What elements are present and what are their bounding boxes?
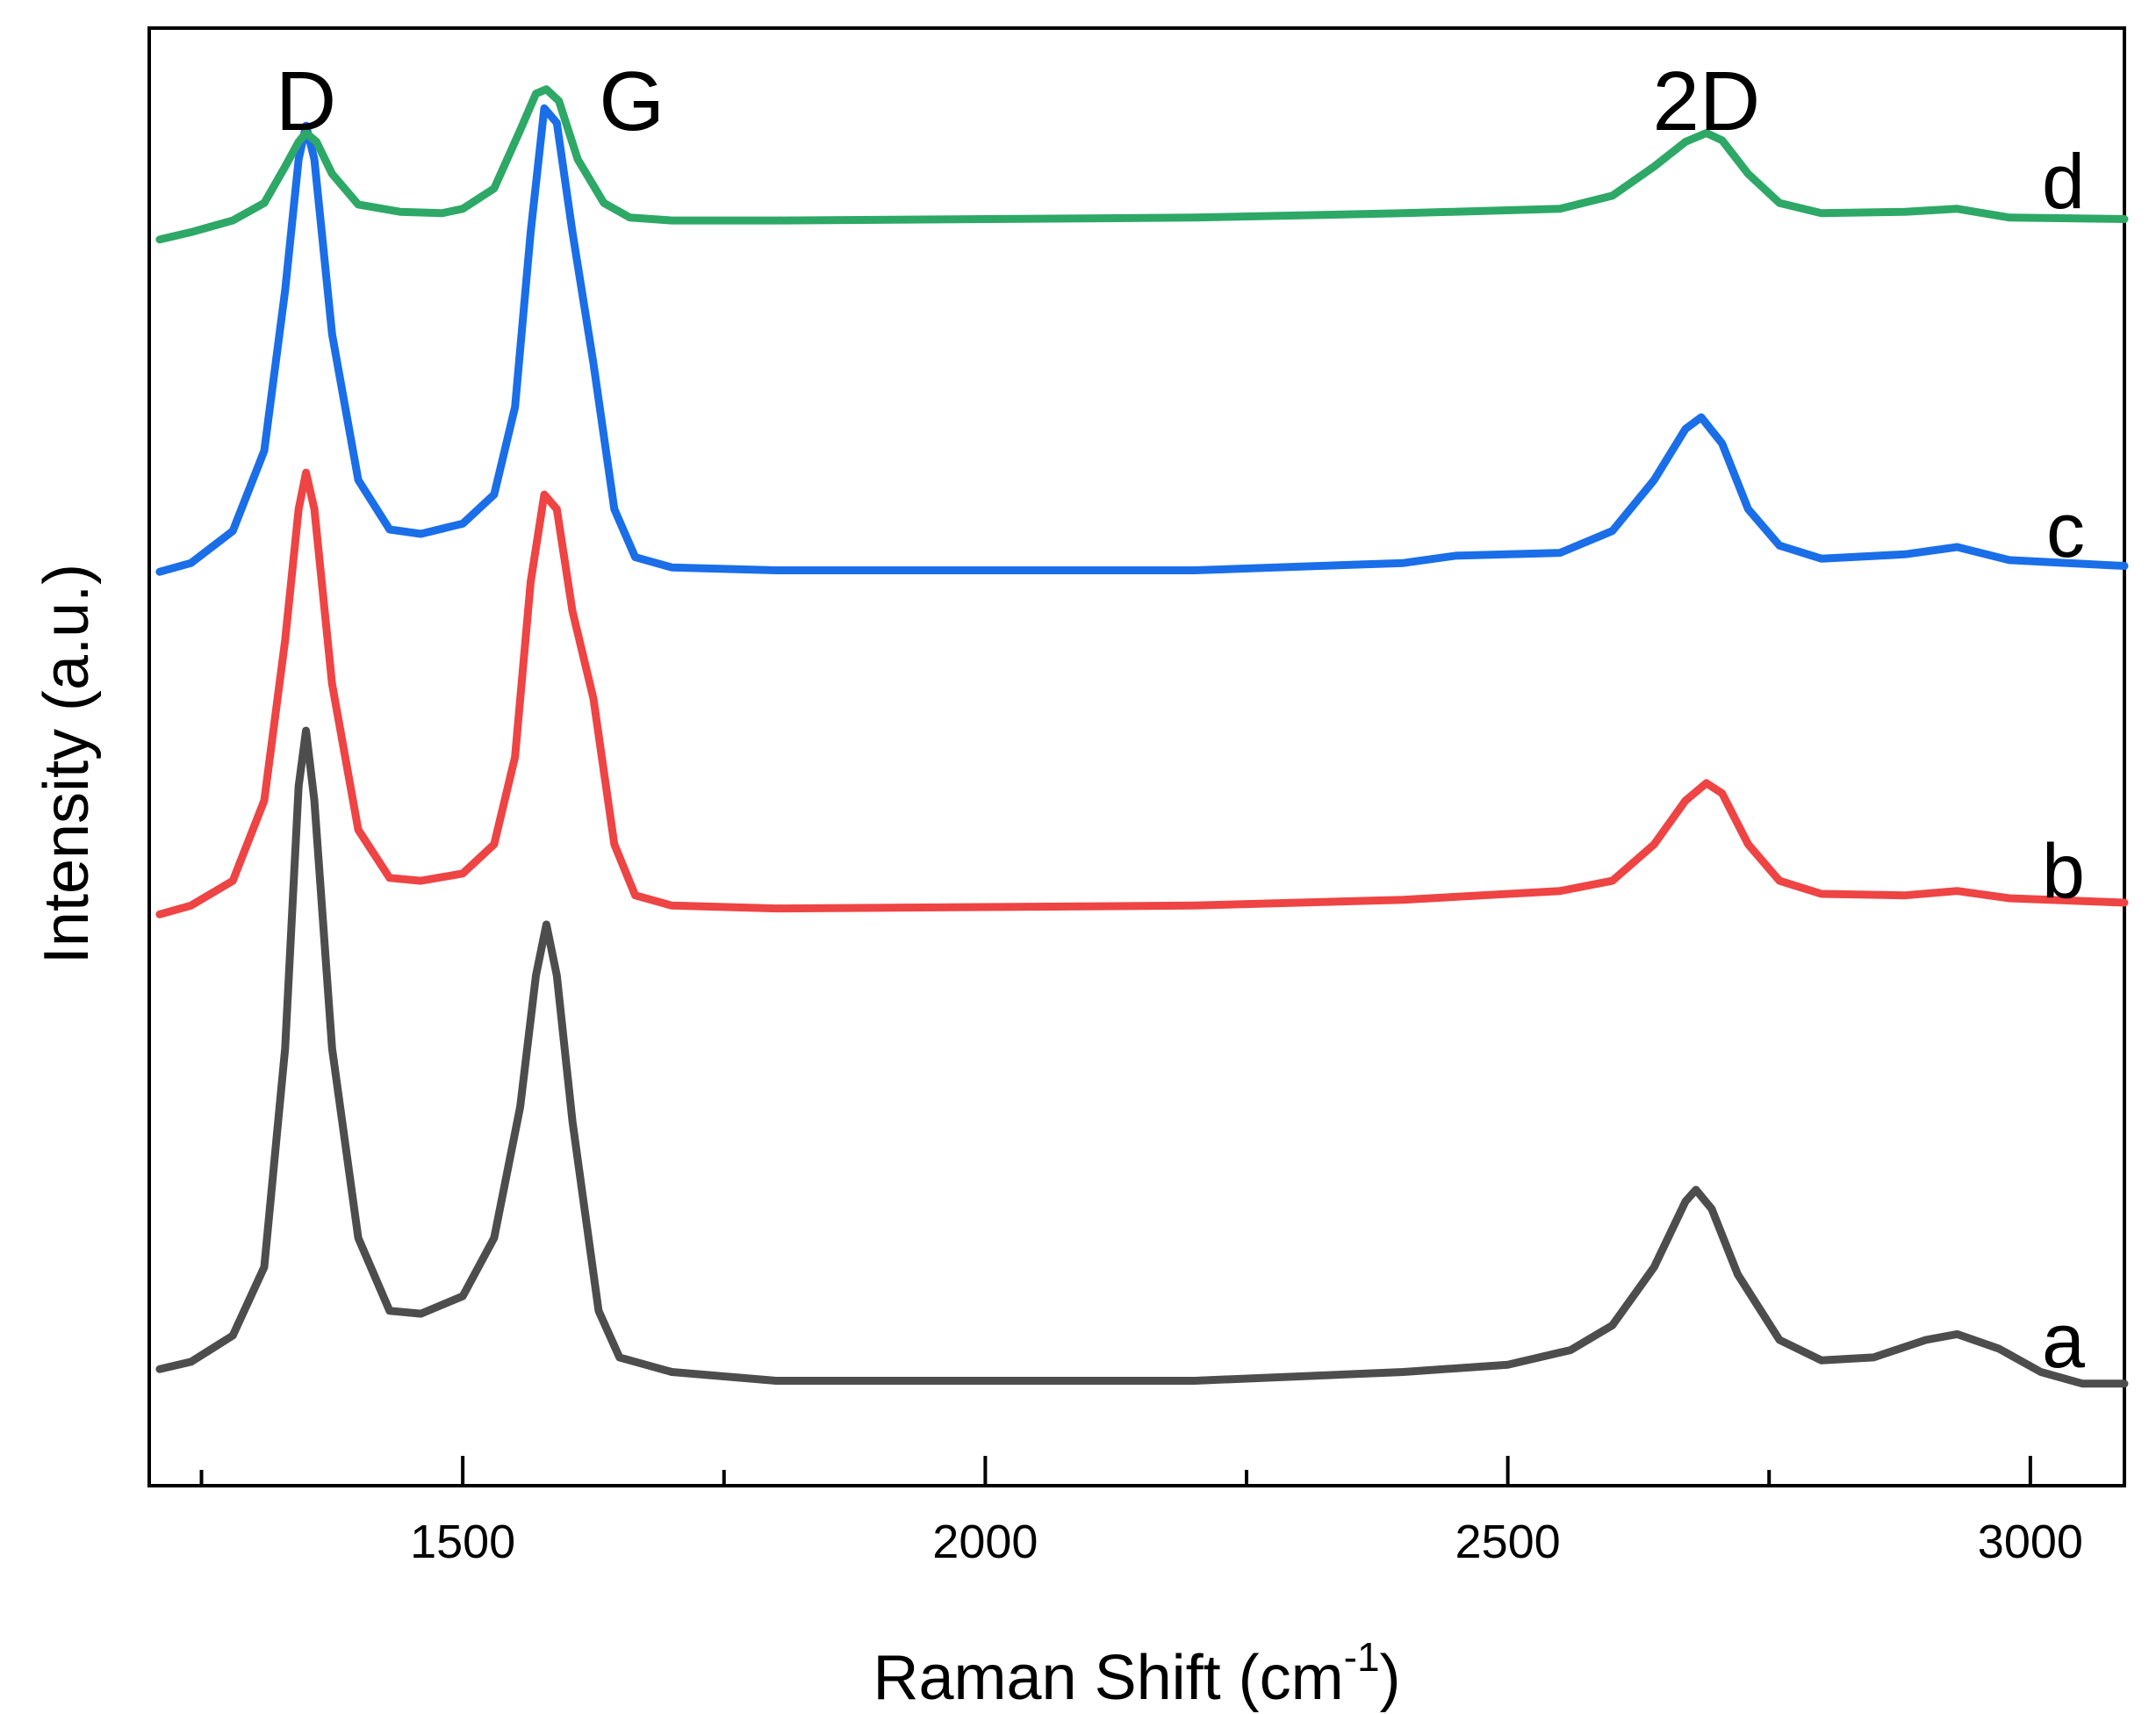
peak-label-d: D (276, 54, 336, 148)
x-tick-labels: 1500 2000 2500 3000 (410, 1516, 2083, 1568)
series-line-c (155, 104, 2129, 576)
x-axis-title: Raman Shift (cm-1) (873, 1634, 1400, 1713)
series-label-c: c (2046, 486, 2085, 573)
series-line-d (155, 85, 2129, 244)
x-tick-label-2000: 2000 (932, 1516, 1038, 1568)
peak-label-2d: 2D (1652, 54, 1760, 148)
x-axis-title-main: Raman Shift (cm (873, 1643, 1343, 1713)
series-layer (155, 85, 2129, 1388)
series-label-d: d (2042, 138, 2085, 225)
x-axis-title-superscript: -1 (1344, 1634, 1380, 1680)
peak-label-g: G (599, 54, 665, 148)
x-axis-title-suffix: ) (1380, 1643, 1401, 1713)
plot-frame (147, 26, 2126, 1487)
series-labels: a b c d (2042, 138, 2085, 1384)
series-label-b: b (2042, 827, 2085, 914)
series-line-b (155, 468, 2129, 918)
y-axis-title: Intensity (a.u.) (32, 564, 102, 964)
x-ticks (199, 1456, 2032, 1486)
x-tick-label-1500: 1500 (410, 1516, 515, 1568)
peak-annotations: D G 2D (276, 54, 1760, 148)
series-line-a (155, 726, 2129, 1388)
x-tick-label-3000: 3000 (1978, 1516, 2083, 1568)
series-label-a: a (2042, 1297, 2085, 1384)
x-tick-label-2500: 2500 (1455, 1516, 1561, 1568)
